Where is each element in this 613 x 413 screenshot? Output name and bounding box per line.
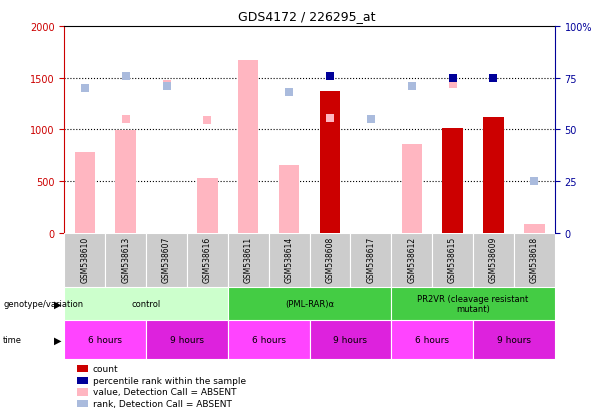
Text: GSM538615: GSM538615 <box>448 236 457 282</box>
Text: GSM538617: GSM538617 <box>367 236 375 282</box>
Bar <box>473 233 514 287</box>
Bar <box>146 320 228 359</box>
Bar <box>228 233 268 287</box>
Bar <box>75 153 95 233</box>
Point <box>80 85 89 92</box>
Text: GDS4172 / 226295_at: GDS4172 / 226295_at <box>238 10 375 23</box>
Point <box>407 83 417 90</box>
Point <box>284 90 294 96</box>
Text: 9 hours: 9 hours <box>170 335 204 344</box>
Text: GSM538613: GSM538613 <box>121 236 130 282</box>
Text: GSM538607: GSM538607 <box>162 236 171 282</box>
Bar <box>320 92 340 233</box>
Text: percentile rank within the sample: percentile rank within the sample <box>93 376 246 385</box>
Text: ▶: ▶ <box>54 299 61 309</box>
Bar <box>268 233 310 287</box>
Bar <box>514 233 555 287</box>
Text: GSM538611: GSM538611 <box>244 236 253 282</box>
Text: 6 hours: 6 hours <box>415 335 449 344</box>
Bar <box>391 287 555 320</box>
Text: GSM538616: GSM538616 <box>203 236 212 282</box>
Text: 9 hours: 9 hours <box>497 335 531 344</box>
Point <box>121 73 131 80</box>
Point <box>489 75 498 82</box>
Text: GSM538609: GSM538609 <box>489 236 498 282</box>
Point <box>447 75 457 82</box>
Bar <box>310 320 391 359</box>
Text: GSM538612: GSM538612 <box>407 236 416 282</box>
Bar <box>146 233 187 287</box>
Text: GSM538610: GSM538610 <box>80 236 89 282</box>
Text: GSM538614: GSM538614 <box>284 236 294 282</box>
Text: (PML-RAR)α: (PML-RAR)α <box>285 299 334 308</box>
Bar <box>391 320 473 359</box>
Bar <box>64 287 228 320</box>
Bar <box>187 233 228 287</box>
Text: 9 hours: 9 hours <box>333 335 367 344</box>
Text: PR2VR (cleavage resistant
mutant): PR2VR (cleavage resistant mutant) <box>417 294 528 313</box>
Point <box>202 117 212 124</box>
Bar <box>524 224 544 233</box>
Point <box>162 81 172 88</box>
Bar <box>228 320 310 359</box>
Bar <box>483 118 504 233</box>
Bar <box>473 320 555 359</box>
Point <box>325 73 335 80</box>
Bar <box>443 129 463 233</box>
Text: count: count <box>93 364 118 373</box>
Bar <box>310 233 351 287</box>
Bar <box>351 233 391 287</box>
Point <box>530 178 539 185</box>
Point <box>325 115 335 122</box>
Text: control: control <box>131 299 161 308</box>
Point <box>162 83 172 90</box>
Bar <box>238 61 259 233</box>
Bar <box>64 233 105 287</box>
Text: GSM538608: GSM538608 <box>326 236 335 282</box>
Bar <box>279 165 299 233</box>
Text: rank, Detection Call = ABSENT: rank, Detection Call = ABSENT <box>93 399 232 408</box>
Bar <box>105 233 146 287</box>
Bar <box>391 233 432 287</box>
Text: value, Detection Call = ABSENT: value, Detection Call = ABSENT <box>93 387 236 396</box>
Bar <box>228 287 391 320</box>
Text: ▶: ▶ <box>54 335 61 345</box>
Bar <box>432 233 473 287</box>
Point <box>284 90 294 96</box>
Bar <box>402 145 422 233</box>
Text: GSM538618: GSM538618 <box>530 236 539 282</box>
Text: 6 hours: 6 hours <box>88 335 122 344</box>
Bar <box>64 320 146 359</box>
Text: 6 hours: 6 hours <box>252 335 286 344</box>
Point <box>447 81 457 88</box>
Text: time: time <box>3 335 22 344</box>
Point <box>121 116 131 123</box>
Text: genotype/variation: genotype/variation <box>3 299 83 308</box>
Bar <box>197 178 218 233</box>
Point <box>366 116 376 123</box>
Bar <box>115 131 136 233</box>
